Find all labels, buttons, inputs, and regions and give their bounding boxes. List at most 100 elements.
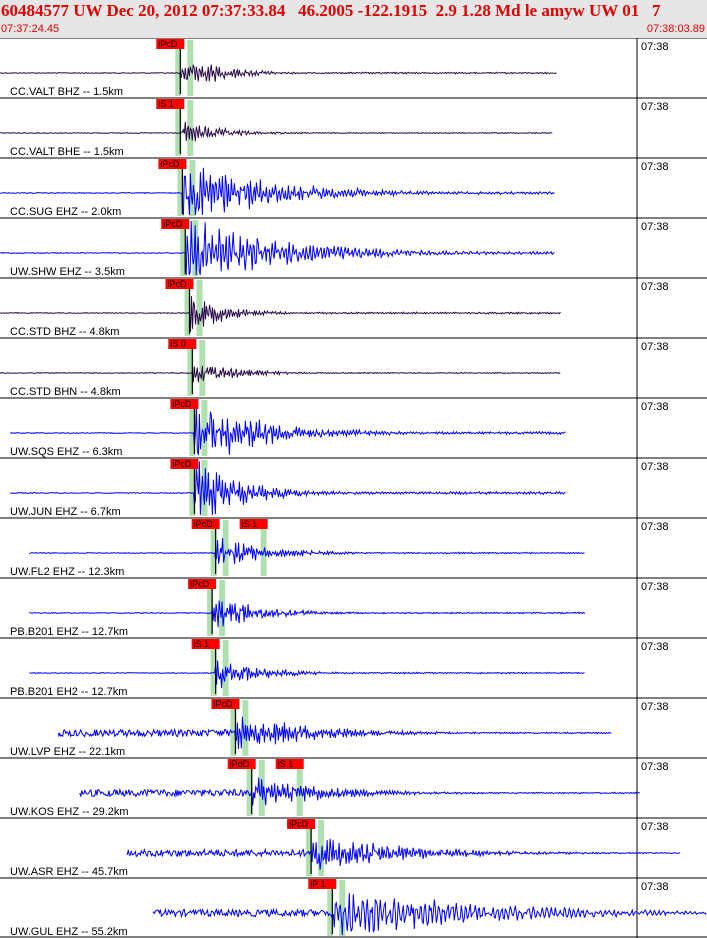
- seismogram-panel: 07:38 iPcD CC.VALT BHZ -- 1.5km 07:38 iS 1 CC…: [0, 38, 707, 938]
- pick-tag: [168, 339, 197, 349]
- pick-tag: [158, 159, 187, 169]
- pick-tag: [287, 819, 316, 829]
- time-tick-label: 07:38: [641, 881, 669, 893]
- pick-tag: [227, 759, 256, 769]
- time-tick-label: 07:38: [641, 821, 669, 833]
- station-label: UW.SQS EHZ -- 6.3km: [10, 446, 122, 458]
- pick-tag: [170, 459, 199, 469]
- waveform-trace: [126, 838, 681, 870]
- pick-tag-label: iPcD: [163, 219, 183, 229]
- pick-window: [222, 520, 229, 576]
- pick-window: [210, 640, 217, 696]
- pick-tag-label: iS 0: [170, 339, 186, 349]
- pick-window: [260, 520, 267, 576]
- pick-tag-label: iPcD: [194, 519, 214, 529]
- station-label: CC.SUG EHZ -- 2.0km: [10, 206, 121, 218]
- time-tick-label: 07:38: [641, 221, 669, 233]
- pick-tag: [170, 399, 199, 409]
- event-header: 60484577 UW Dec 20, 2012 07:37:33.84 46.…: [0, 0, 707, 38]
- waveform-trace: [0, 64, 557, 82]
- pick-tag: [211, 699, 240, 709]
- pick-tag: [308, 879, 337, 889]
- pick-window: [189, 400, 196, 456]
- pick-tag-label: iPcD: [160, 159, 180, 169]
- pick-tag-label: iS 1: [242, 519, 258, 529]
- pick-tag: [239, 519, 268, 529]
- pick-tag: [156, 99, 185, 109]
- pick-window: [230, 700, 237, 756]
- window-end-time: 07:38:03.89: [646, 23, 705, 35]
- pick-tag: [191, 519, 220, 529]
- station-label: CC.STD BHZ -- 4.8km: [10, 326, 119, 338]
- waveform-trace: [10, 461, 566, 516]
- waveform-trace: [58, 716, 612, 750]
- pick-window: [306, 820, 313, 876]
- pick-tag: [165, 279, 194, 289]
- pick-tag: [191, 639, 220, 649]
- station-label: UW.KOS EHZ -- 29.2km: [10, 806, 129, 818]
- pick-tag-label: iPcD: [172, 459, 192, 469]
- pick-tag-label: iS 1: [194, 639, 210, 649]
- station-label: UW.FL2 EHZ -- 12.3km: [10, 566, 124, 578]
- waveform-trace: [0, 365, 561, 383]
- pick-tag-label: iPcD: [213, 699, 233, 709]
- pick-window: [296, 760, 303, 816]
- pick-window: [201, 400, 208, 456]
- station-label: UW.SHW EHZ -- 3.5km: [10, 266, 125, 278]
- station-label: PB.B201 EH2 -- 12.7km: [10, 686, 127, 698]
- waveform-trace: [152, 893, 707, 936]
- time-tick-label: 07:38: [641, 521, 669, 533]
- time-tick-label: 07:38: [641, 161, 669, 173]
- pick-window: [210, 520, 217, 576]
- pick-tag-label: iPcD: [172, 399, 192, 409]
- time-tick-label: 07:38: [641, 41, 669, 53]
- pick-tag-label: iPcD: [289, 819, 309, 829]
- pick-tag: [161, 219, 190, 229]
- pick-tag: [156, 39, 185, 49]
- pick-window: [207, 580, 214, 636]
- pick-window: [175, 40, 182, 96]
- pick-window: [189, 160, 196, 216]
- time-tick-label: 07:38: [641, 101, 669, 113]
- station-label: UW.GUL EHZ -- 55.2km: [10, 926, 128, 938]
- time-tick-label: 07:38: [641, 641, 669, 653]
- waveform-trace: [0, 296, 561, 332]
- window-start-time: 07:37:24.45: [1, 23, 60, 35]
- pick-tag-label: iPcD: [158, 39, 178, 49]
- station-label: CC.STD BHN -- 4.8km: [10, 386, 121, 398]
- pick-window: [318, 820, 325, 876]
- station-label: CC.VALT BHZ -- 1.5km: [10, 86, 123, 98]
- time-tick-label: 07:38: [641, 341, 669, 353]
- station-label: UW.ASR EHZ -- 45.7km: [10, 866, 128, 878]
- pick-window: [177, 160, 184, 216]
- time-tick-label: 07:38: [641, 401, 669, 413]
- waveform-trace: [29, 600, 586, 628]
- pick-tag-label: iPcD: [190, 579, 210, 589]
- pick-window: [187, 340, 194, 396]
- time-tick-label: 07:38: [641, 281, 669, 293]
- waveform-trace: [0, 220, 555, 276]
- time-tick-label: 07:38: [641, 581, 669, 593]
- pick-window: [180, 220, 187, 276]
- pick-tag-label: iS 1: [278, 759, 294, 769]
- pick-tag: [275, 759, 304, 769]
- pick-tag-label: iPdD: [230, 759, 250, 769]
- pick-window: [189, 460, 196, 516]
- time-tick-label: 07:38: [641, 701, 669, 713]
- time-tick-label: 07:38: [641, 761, 669, 773]
- waveform-trace: [29, 538, 585, 565]
- pick-tag-label: iPcD: [167, 279, 187, 289]
- pick-window: [327, 880, 334, 936]
- pick-tag-label: iP 1: [310, 879, 325, 889]
- station-label: UW.JUN EHZ -- 6.7km: [10, 506, 121, 518]
- pick-window: [175, 100, 182, 156]
- waveform-trace: [10, 407, 566, 456]
- time-tick-label: 07:38: [641, 461, 669, 473]
- pick-window: [196, 280, 203, 336]
- station-label: CC.VALT BHE -- 1.5km: [10, 146, 124, 158]
- pick-tag-label: iS 1: [158, 99, 174, 109]
- waveform-trace: [0, 121, 553, 142]
- pick-window: [339, 880, 346, 936]
- pick-window: [184, 280, 191, 336]
- waveform-trace: [29, 660, 585, 689]
